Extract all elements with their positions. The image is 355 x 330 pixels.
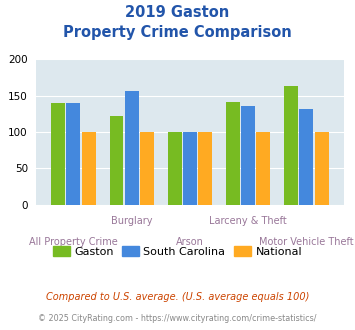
Bar [125,91,139,205]
Legend: Gaston, South Carolina, National: Gaston, South Carolina, National [48,242,307,261]
Bar [140,132,154,205]
Bar [300,110,313,205]
Bar [66,103,80,205]
Bar [315,132,329,205]
Text: All Property Crime: All Property Crime [29,237,118,247]
Text: © 2025 CityRating.com - https://www.cityrating.com/crime-statistics/: © 2025 CityRating.com - https://www.city… [38,314,317,323]
Text: Arson: Arson [176,237,204,247]
Bar [168,132,182,205]
Bar [226,102,240,205]
Bar [198,132,212,205]
Bar [109,116,124,205]
Text: 2019 Gaston: 2019 Gaston [125,5,230,20]
Text: Compared to U.S. average. (U.S. average equals 100): Compared to U.S. average. (U.S. average … [46,292,309,302]
Text: Burglary: Burglary [111,216,152,226]
Bar [256,132,271,205]
Bar [183,132,197,205]
Bar [241,106,255,205]
Text: Property Crime Comparison: Property Crime Comparison [63,25,292,40]
Bar [51,103,65,205]
Bar [82,132,95,205]
Text: Motor Vehicle Theft: Motor Vehicle Theft [259,237,354,247]
Text: Larceny & Theft: Larceny & Theft [209,216,287,226]
Bar [284,86,298,205]
